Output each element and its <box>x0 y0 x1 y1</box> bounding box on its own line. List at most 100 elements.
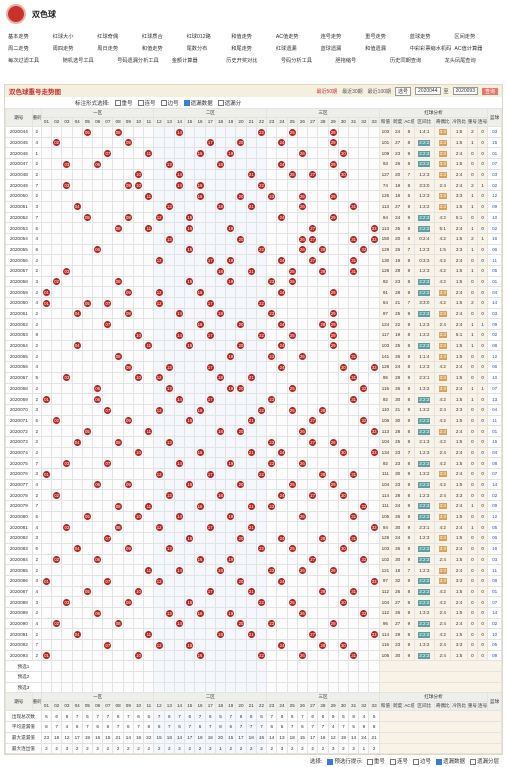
select[interactable]: 选号 <box>395 86 412 96</box>
option[interactable]: 重号 <box>366 757 385 765</box>
number-cell <box>163 457 175 469</box>
option[interactable]: 遗漏分层 <box>469 757 499 765</box>
nav-link[interactable]: 红球大小 <box>52 33 74 40</box>
checkbox[interactable] <box>114 100 121 107</box>
option[interactable]: 边号 <box>160 99 179 107</box>
option[interactable]: 遗漏分 <box>217 99 241 107</box>
stats-value: 2 <box>245 742 257 755</box>
zone-header: 三区 <box>266 692 380 703</box>
option[interactable]: 遗漏数据 <box>435 757 465 765</box>
number-cell <box>235 489 247 502</box>
analysis-cell: 103 <box>378 339 393 352</box>
number-cell <box>40 500 53 512</box>
number-cell <box>266 168 278 181</box>
checkbox[interactable] <box>435 758 442 765</box>
nav-link[interactable]: 号码遗漏分析工具 <box>117 57 159 64</box>
nav-link[interactable]: 周二走势 <box>8 45 29 52</box>
nav-link[interactable]: 红球奇偶 <box>97 33 119 40</box>
nav-link[interactable]: 区间走势 <box>454 33 476 40</box>
number-cell <box>296 275 309 288</box>
number-cell: 26 <box>296 564 309 576</box>
checkbox[interactable] <box>160 100 167 107</box>
number-cell <box>153 264 165 277</box>
recent-link[interactable]: 最近50期 <box>316 88 338 95</box>
nav-link[interactable]: 号码分析工具 <box>280 57 312 64</box>
nav-link[interactable]: 蓝球走势 <box>409 33 431 40</box>
nav-link[interactable]: 连号走势 <box>320 33 342 40</box>
nav-link[interactable]: 基本走势 <box>8 33 29 40</box>
nav-link[interactable]: 和值走势 <box>231 33 252 40</box>
issue-header: 期号 <box>5 108 33 127</box>
analysis-cell: 0 <box>477 414 489 427</box>
nav-link[interactable]: 红球遗漏 <box>275 45 297 52</box>
analysis-cell: 4:2 <box>434 264 452 277</box>
nav-link[interactable]: 蓝球遗漏 <box>320 45 342 52</box>
nav-link[interactable]: 和值走势 <box>141 45 163 52</box>
option[interactable]: 预选行提示 <box>327 757 362 765</box>
nav-link[interactable]: 红球012路 <box>186 33 211 40</box>
nav-link[interactable]: 中彩彩票缩水机码 <box>409 45 452 52</box>
nav-link[interactable]: 胆拖缩号 <box>335 57 357 64</box>
nav-link[interactable]: 红球质合 <box>141 33 163 40</box>
checkbox[interactable] <box>137 100 144 107</box>
query-button[interactable]: 查询 <box>481 87 498 95</box>
draw-row: 2020052 7 05 09 12 15 24 29 94 24 9 2:2:2 4:2 5:1 0 0 10 <box>5 211 502 224</box>
span-value: 25 <box>395 225 401 231</box>
nav-link[interactable]: 周四走势 <box>52 45 74 52</box>
checkbox[interactable] <box>469 758 476 765</box>
checkbox[interactable] <box>389 758 396 765</box>
option[interactable]: 遗漏数据 <box>183 99 213 107</box>
number-cell <box>266 403 278 416</box>
nav-link[interactable]: 尾数分布 <box>186 45 208 52</box>
blue-number: 12 <box>487 350 502 363</box>
checkbox[interactable] <box>183 100 190 107</box>
con-value: 0 <box>481 631 484 637</box>
nav-link[interactable]: AC值走势 <box>275 33 299 40</box>
number-cell: 14 <box>173 457 186 469</box>
number-cell <box>71 478 83 491</box>
nav-link[interactable]: 和尾走势 <box>231 45 252 52</box>
number-cell: 26 <box>296 190 309 202</box>
col-header: 11 <box>143 701 155 712</box>
number-cell <box>368 596 380 608</box>
number-cell: 13 <box>163 435 175 448</box>
number-cell <box>266 446 278 459</box>
checkbox[interactable] <box>217 100 224 107</box>
checkbox[interactable] <box>327 758 334 765</box>
nav-link[interactable]: 龙头凤尾查询 <box>444 57 476 64</box>
nav-link[interactable]: 和值遗漏 <box>365 45 386 52</box>
number-cell: 09 <box>122 478 134 491</box>
rep-value: 0 <box>471 214 474 220</box>
nav-link[interactable]: 历史同期查询 <box>389 57 422 64</box>
option[interactable]: 边号 <box>412 757 431 765</box>
from-input[interactable]: 2020044 <box>415 87 441 95</box>
number-cell <box>266 574 278 587</box>
option[interactable]: 重号 <box>114 99 133 107</box>
to-input[interactable]: 2020093 <box>452 87 478 95</box>
option[interactable]: 连号 <box>137 99 156 107</box>
preselect-cell <box>266 660 278 673</box>
nav-link[interactable]: 随机选号工具 <box>62 57 94 64</box>
number-cell <box>81 639 94 651</box>
number-cell <box>296 553 309 566</box>
recent-link[interactable]: 最近100期 <box>367 88 392 95</box>
rep-value: 2 <box>471 182 474 188</box>
nav-link[interactable]: 周日走势 <box>97 45 119 52</box>
nav-link[interactable]: AC值计算器 <box>454 45 483 52</box>
number-cell <box>71 382 83 395</box>
analysis-cell: 2:2:2 <box>413 286 436 298</box>
number-cell <box>143 468 155 480</box>
recent-link[interactable]: 最近30期 <box>342 88 363 95</box>
number-cell <box>102 500 114 512</box>
red-ball: 13 <box>165 438 173 446</box>
nav-link[interactable]: 重号走势 <box>365 33 386 40</box>
nav-link[interactable]: 历史开奖对比 <box>226 57 258 64</box>
checkbox[interactable] <box>366 758 373 765</box>
nav-link[interactable]: 每次过滤工具 <box>8 57 40 64</box>
sum-value: 104 <box>381 599 390 605</box>
nav-link[interactable]: 金额计算器 <box>171 57 198 64</box>
col-header: 19 <box>225 701 237 712</box>
checkbox[interactable] <box>412 758 419 765</box>
number-cell <box>163 350 175 363</box>
option[interactable]: 连号 <box>389 757 408 765</box>
